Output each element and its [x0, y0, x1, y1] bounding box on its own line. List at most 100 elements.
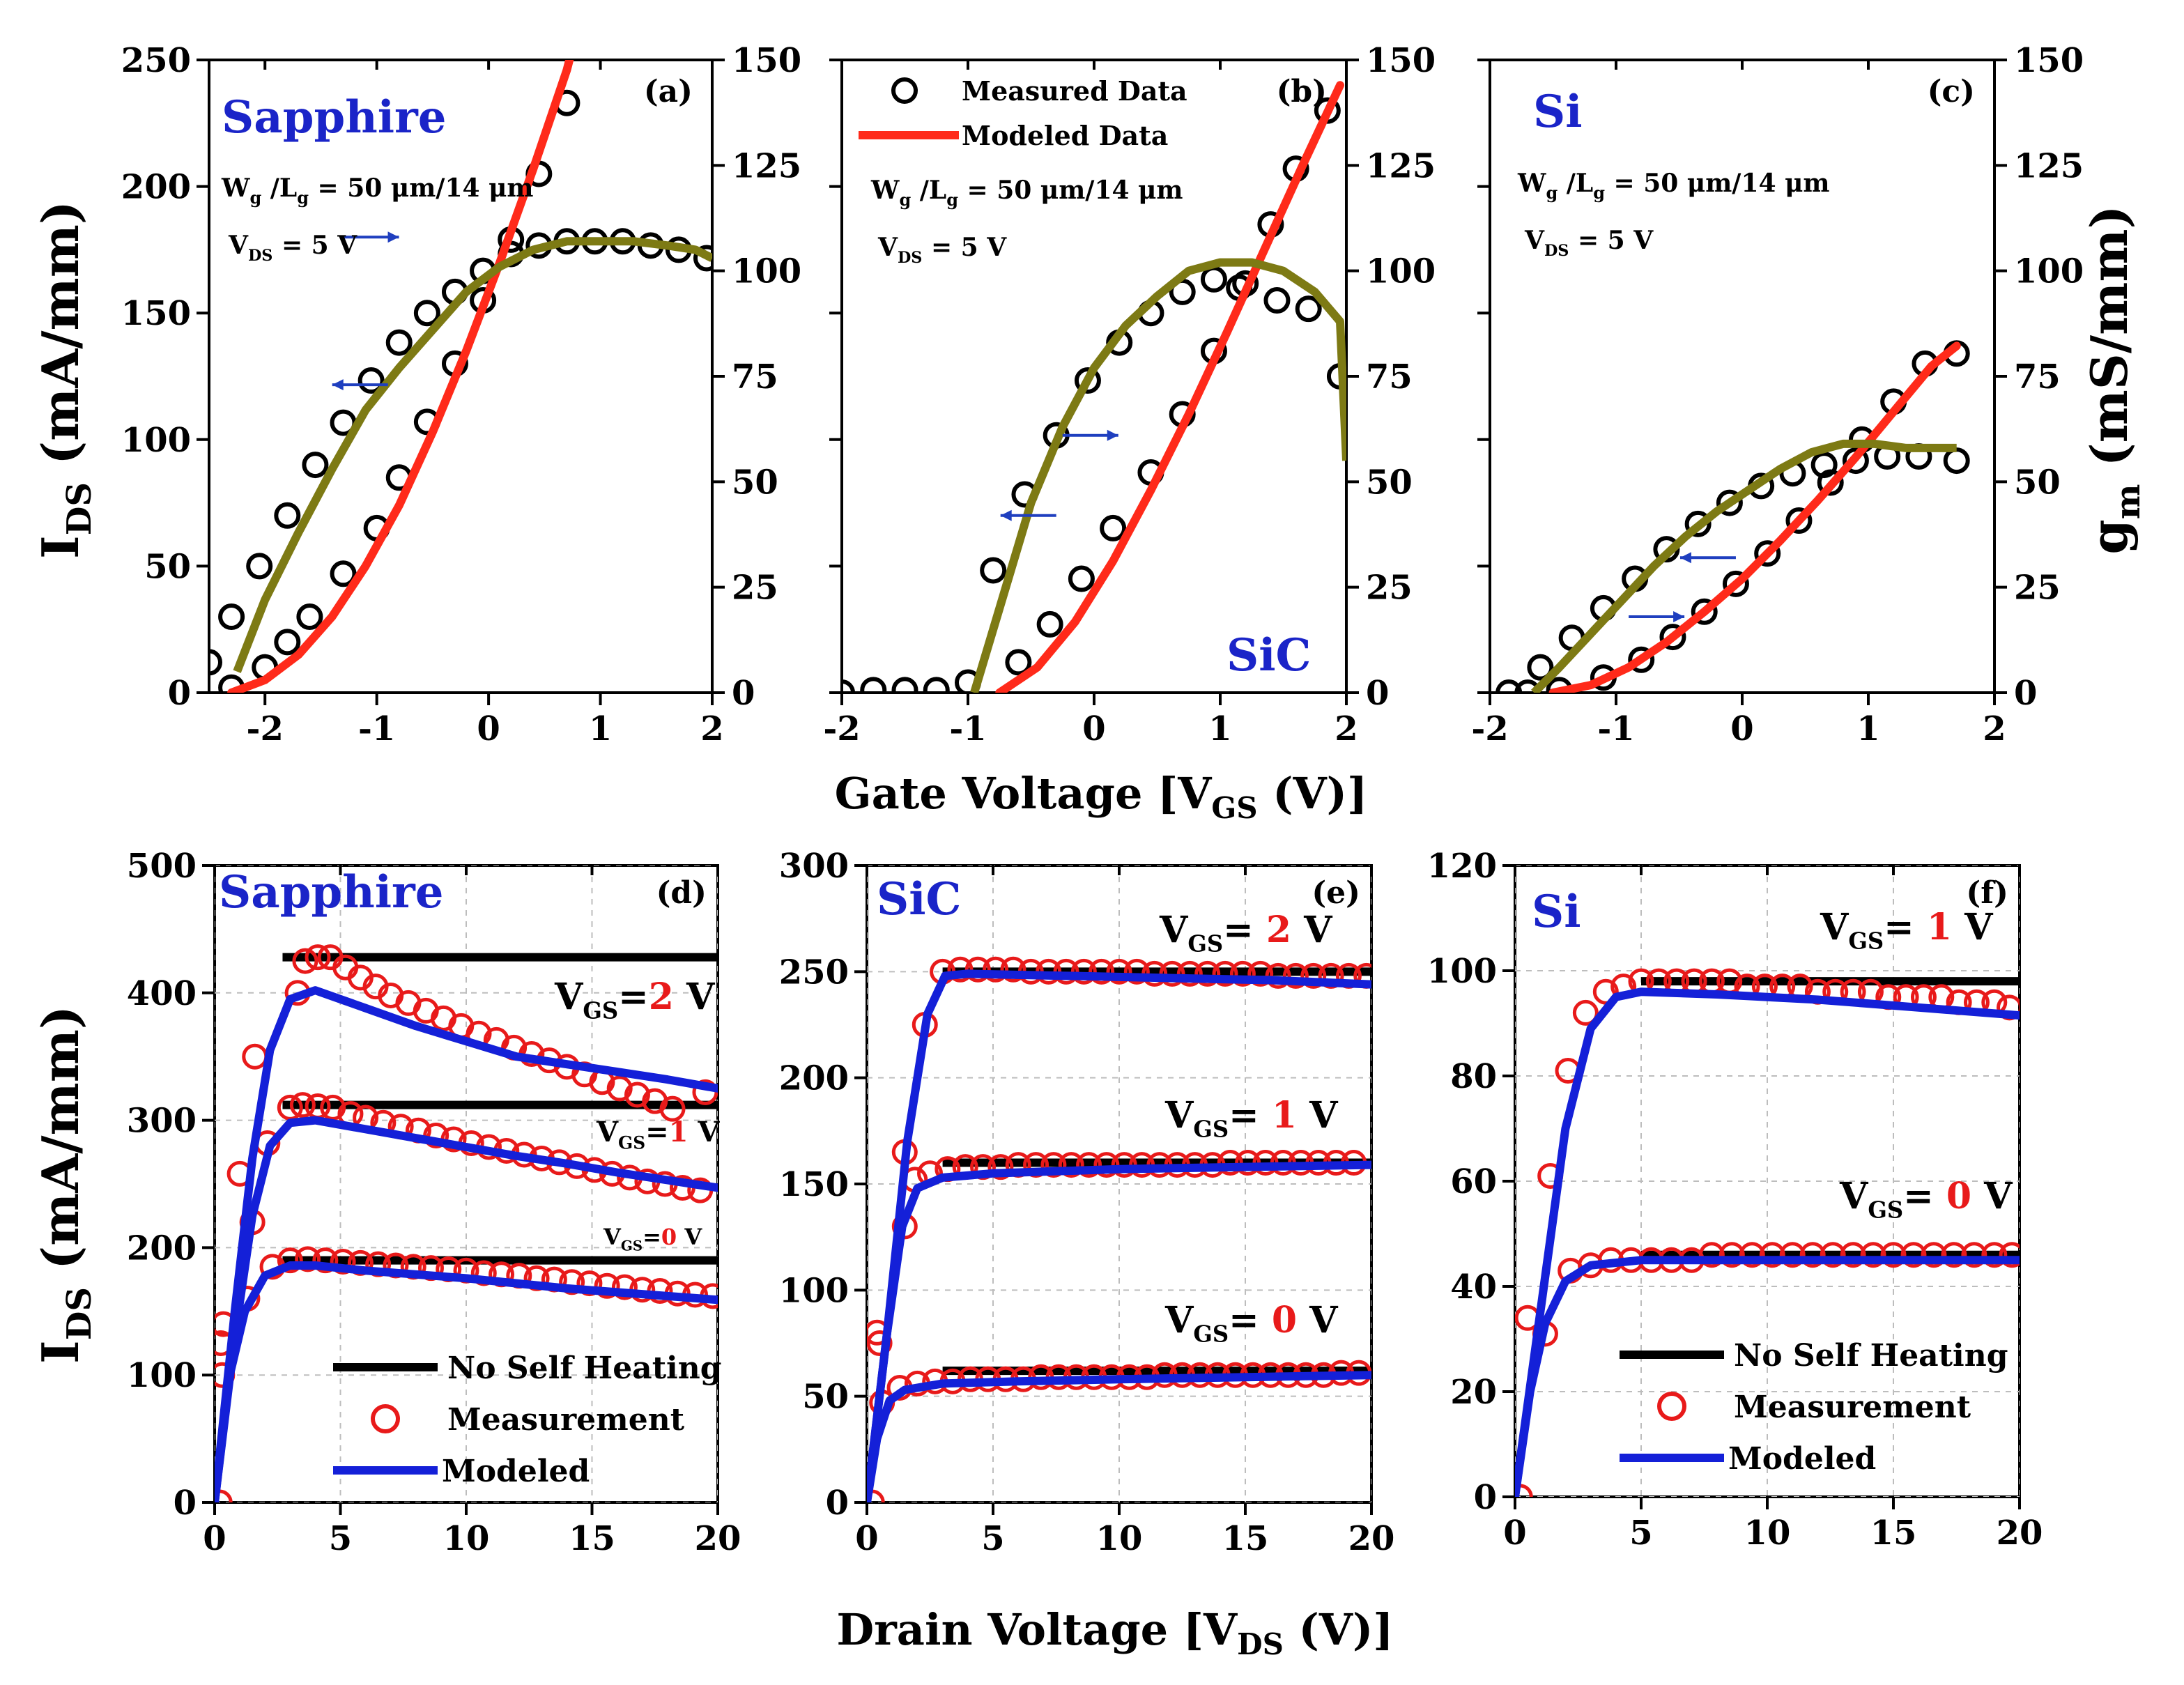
measurement-point	[1572, 999, 1599, 1026]
bias-label-b-tail: = 5 V	[922, 233, 1007, 262]
measurement-point	[1921, 1242, 1947, 1268]
vgs-label-e-1: VGS= 1 V	[1164, 1094, 1339, 1143]
measurement-point	[983, 956, 1009, 983]
vgs-label-f-0-unit: V	[1971, 1175, 2013, 1217]
x-tick-label-e: 0	[855, 1519, 878, 1558]
right-y-tick-label-a: 0	[732, 674, 755, 713]
gm-measured-point	[1295, 295, 1322, 323]
geometry-w-sub: g	[1546, 183, 1558, 203]
x-tick-label-c: 1	[1856, 709, 1879, 748]
vgs-label-f-1-eq: =	[1884, 906, 1927, 948]
vgs-label-d-1-eq: =	[645, 1116, 669, 1148]
ids-measured-point	[1100, 514, 1127, 541]
top-left-y-axis-title: IDS (mA/mm)	[31, 201, 99, 559]
gm-measured-point	[980, 557, 1007, 584]
ids-measured-point	[274, 629, 301, 656]
x-tick-label-b: 2	[1335, 709, 1358, 748]
vgs-label-e-1-unit: V	[1297, 1094, 1339, 1137]
right-y-tick-label-b: 100	[1366, 252, 1436, 291]
modeled-line	[215, 986, 718, 1502]
ids-measured-point	[330, 560, 357, 587]
right-y-tick-label-c: 50	[2014, 463, 2061, 502]
y-tick-label-d: 200	[127, 1229, 197, 1268]
x-tick-label-f: 0	[1503, 1514, 1526, 1553]
ids-measured-point	[1722, 570, 1749, 597]
ids-measured-point	[1036, 610, 1063, 638]
y-tick-label-a: 200	[121, 168, 191, 207]
vgs-label-d-2-value: 2	[649, 976, 674, 1018]
vgs-label-f-1: VGS= 1 V	[1820, 906, 1994, 955]
gm-measured-point	[1527, 654, 1554, 681]
right-y-tick-label-c: 75	[2014, 357, 2061, 397]
vgs-label-e-0-value: 0	[1272, 1299, 1297, 1341]
measurement-point	[292, 948, 318, 974]
measurement-point	[1840, 1242, 1866, 1268]
axis-arrow-head	[1107, 429, 1118, 441]
ids-measured-point	[1659, 624, 1686, 651]
plot-area-a	[209, 60, 712, 693]
x-tick-label-c: 2	[1983, 709, 2006, 748]
measurement-point	[1759, 1242, 1785, 1268]
ids-measured-point	[1514, 679, 1541, 693]
gm-measured-point	[1684, 510, 1712, 537]
measurement-point	[1070, 958, 1097, 985]
panel-label-a: (a)	[644, 74, 693, 109]
legend-measured-text: Measured Data	[962, 75, 1187, 107]
measurement-point	[1779, 1242, 1806, 1268]
vgs-label-e-2-sub: GS	[1187, 931, 1223, 957]
vgs-label-d-2-v: V	[554, 976, 584, 1018]
measurement-point	[330, 1249, 356, 1275]
geometry-mid: /L	[911, 176, 946, 205]
right-y-tick-label-c: 100	[2014, 252, 2084, 291]
right-y-tick-label-c: 150	[2014, 41, 2084, 80]
gm-measured-point	[693, 245, 712, 272]
panel-label-f: (f)	[1966, 875, 2008, 911]
y-tick-label-a: 250	[121, 41, 191, 80]
right-y-tick-label-c: 25	[2014, 569, 2061, 608]
legend-nsh-text-d: No Self Heating	[447, 1351, 722, 1386]
measurement-point	[1106, 958, 1132, 985]
geometry-label-a: Wg /Lg = 50 μm/14 μm	[221, 174, 534, 208]
measurement-point	[1176, 960, 1203, 987]
x-tick-label-a: -2	[247, 709, 284, 748]
geometry-w-sub: g	[899, 190, 911, 210]
geometry-mid: /L	[261, 174, 297, 203]
legend-meas-marker-f	[1657, 1392, 1686, 1421]
geometry-w: W	[1517, 169, 1546, 198]
axis-arrow-head	[387, 231, 399, 243]
right-y-tick-label-a: 125	[732, 146, 801, 185]
vgs-label-f-0-eq: =	[1903, 1175, 1946, 1217]
vgs-label-d-2-unit: V	[674, 976, 716, 1018]
axis-arrow-head	[332, 379, 344, 391]
vgs-label-f-1-unit: V	[1952, 906, 1994, 948]
vgs-label-f-0-value: 0	[1946, 1175, 1971, 1217]
measurement-point	[987, 1154, 1014, 1180]
vgs-label-d-0-v: V	[603, 1224, 622, 1250]
gm-measured-point	[1716, 489, 1743, 516]
geometry-w-sub: g	[249, 187, 261, 208]
substrate-label-a: Sapphire	[222, 91, 446, 144]
bias-label-a: VDS = 5 V	[228, 231, 357, 265]
vgs-label-e-1-v: V	[1164, 1094, 1194, 1137]
gm-measured-point	[1495, 679, 1523, 693]
ids-measured-point	[1754, 540, 1781, 567]
measurement-point	[277, 1247, 303, 1274]
substrate-label-c: Si	[1533, 86, 1583, 138]
ids-measured-point	[1785, 507, 1813, 534]
vgs-label-d-0-unit: V	[677, 1224, 702, 1250]
modeled-line	[215, 1261, 718, 1502]
measurement-point	[606, 1075, 633, 1102]
right-y-tick-label-a: 25	[732, 569, 778, 608]
geometry-w: W	[221, 174, 250, 203]
x-tick-label-d: 20	[695, 1519, 741, 1558]
x-tick-label-c: 0	[1730, 709, 1753, 748]
ids-measured-point	[891, 677, 918, 693]
y-tick-label-e: 200	[779, 1059, 849, 1098]
ids-measured-point	[1628, 646, 1655, 673]
bottom-x-axis-title: Drain Voltage [VDS (V)]	[836, 1604, 1393, 1661]
vgs-label-f-0-sub: GS	[1868, 1197, 1903, 1224]
gm-measured-point	[274, 502, 301, 529]
ids-modeled-line	[1548, 341, 1961, 693]
right-y-tick-label-b: 150	[1366, 41, 1436, 80]
